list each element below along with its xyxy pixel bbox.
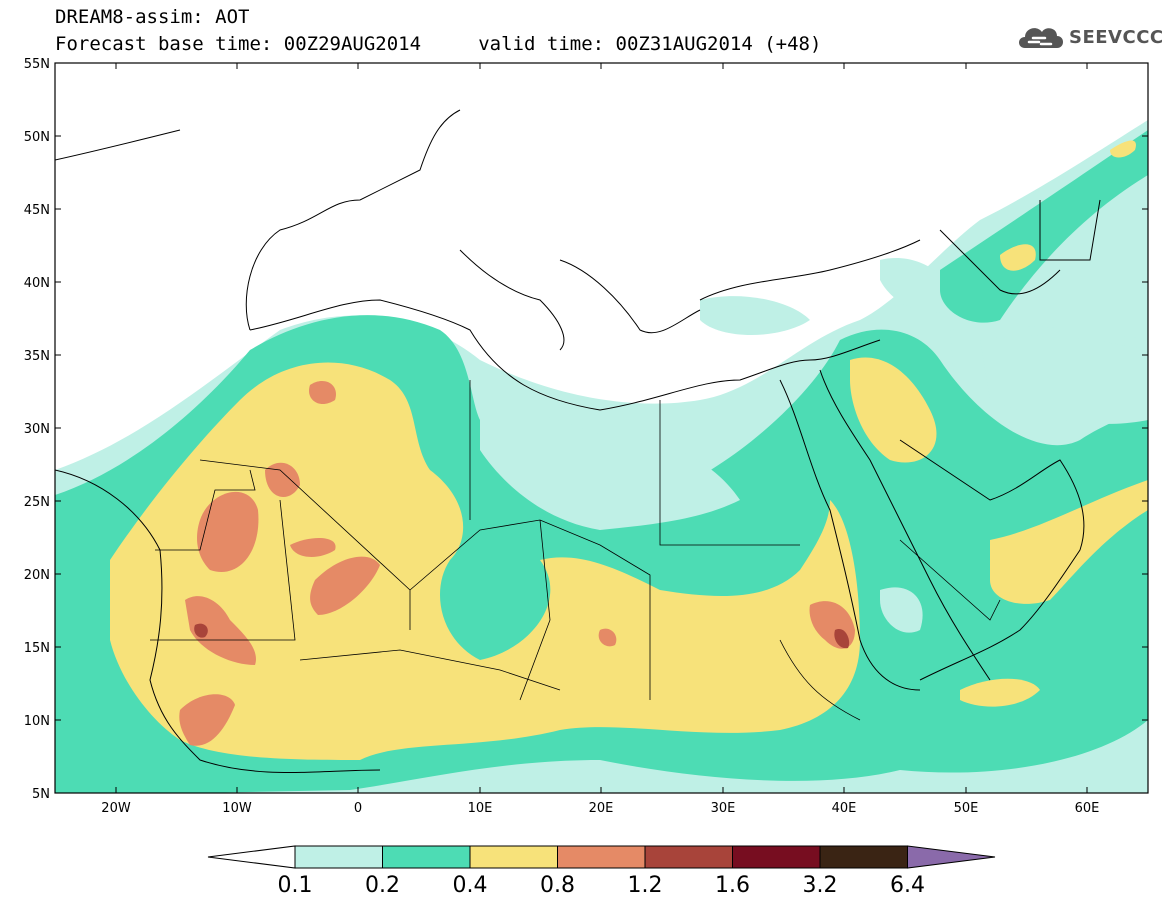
lon-label: 60E — [1075, 801, 1100, 816]
colorbar-label: 1.2 — [628, 873, 663, 898]
colorbar: 0.1 0.2 0.4 0.8 1.2 1.6 3.2 6.4 — [207, 845, 996, 898]
colorbar-box — [294, 845, 383, 869]
colorbar-label: 3.2 — [803, 873, 838, 898]
longitude-axis — [115, 63, 1088, 793]
colorbar-box — [557, 845, 646, 869]
lat-label: 40N — [24, 276, 50, 291]
lat-label: 10N — [24, 714, 50, 729]
colorbar-arrow-high — [907, 845, 996, 869]
aot-field — [55, 120, 1148, 793]
colorbar-label: 1.6 — [715, 873, 750, 898]
colorbar-arrow-low — [207, 845, 296, 869]
logo-text: SEEVCCC — [1069, 26, 1164, 48]
colorbar-label: 6.4 — [890, 873, 925, 898]
lon-label: 10E — [468, 801, 493, 816]
lat-label: 30N — [24, 422, 50, 437]
lon-label: 50E — [954, 801, 979, 816]
colorbar-box — [469, 845, 558, 869]
lat-label: 15N — [24, 641, 50, 656]
forecast-time-line: Forecast base time: 00Z29AUG2014 valid t… — [55, 33, 822, 55]
colorbar-label: 0.4 — [453, 873, 488, 898]
map-title: DREAM8-assim: AOT — [55, 6, 250, 28]
lat-label: 45N — [24, 203, 50, 218]
latitude-axis — [55, 62, 1148, 794]
colorbar-box — [732, 845, 821, 869]
lon-label: 0 — [354, 801, 362, 816]
aot-band-1.2 — [194, 623, 850, 649]
lon-label: 40E — [832, 801, 857, 816]
coastlines — [55, 109, 1101, 773]
lon-label: 10W — [222, 801, 252, 816]
colorbar-label: 0.2 — [365, 873, 400, 898]
colorbar-box — [644, 845, 733, 869]
aot-band-0.8 — [179, 380, 855, 746]
lon-label: 20W — [101, 801, 131, 816]
colorbar-label: 0.1 — [278, 873, 313, 898]
lat-label: 50N — [24, 130, 50, 145]
colorbar-label: 0.8 — [540, 873, 575, 898]
aot-band-0.4 — [110, 140, 1148, 760]
lon-label: 30E — [711, 801, 736, 816]
lat-label: 35N — [24, 349, 50, 364]
lat-label: 20N — [24, 568, 50, 583]
lat-label: 25N — [24, 495, 50, 510]
lat-label: 5N — [32, 787, 50, 802]
country-borders — [150, 380, 1001, 721]
lat-label: 55N — [24, 57, 50, 72]
colorbar-box — [819, 845, 908, 869]
lon-label: 20E — [589, 801, 614, 816]
colorbar-box — [382, 845, 471, 869]
seevccc-logo: SEEVCCC — [1015, 20, 1164, 54]
cloud-icon — [1019, 28, 1063, 48]
